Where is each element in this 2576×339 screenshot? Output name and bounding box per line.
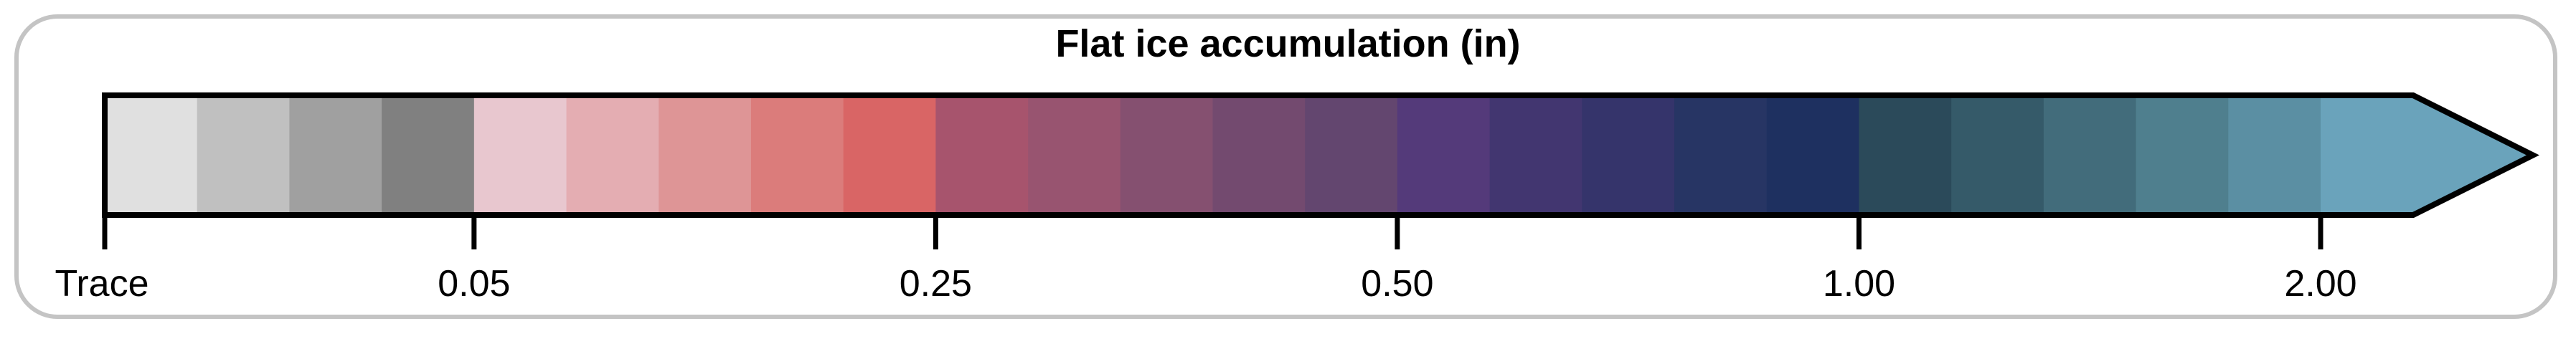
color-swatch <box>289 95 382 215</box>
colorbar-outline <box>102 92 2539 218</box>
color-swatch <box>566 95 659 215</box>
color-swatch <box>1397 95 1491 215</box>
color-swatch <box>1582 95 1675 215</box>
tick-label: Trace <box>55 263 149 305</box>
color-swatch <box>1766 95 1859 215</box>
color-swatch <box>2228 95 2321 215</box>
color-swatch <box>1028 95 1121 215</box>
color-swatch <box>2136 95 2229 215</box>
color-swatch <box>935 95 1029 215</box>
color-swatch <box>659 95 752 215</box>
tick-label: 1.00 <box>1822 263 1896 305</box>
color-swatch <box>473 95 567 215</box>
color-swatch <box>382 95 475 215</box>
color-swatch <box>2321 95 2414 215</box>
tick-label: 0.05 <box>438 263 511 305</box>
color-swatch <box>1305 95 1398 215</box>
tick-label: 2.00 <box>2284 263 2357 305</box>
color-swatch <box>1120 95 1213 215</box>
tick-label: 0.25 <box>899 263 972 305</box>
color-swatch <box>2043 95 2137 215</box>
extend-arrow <box>2413 95 2533 215</box>
color-swatch <box>1489 95 1582 215</box>
color-swatch <box>750 95 844 215</box>
color-swatch <box>843 95 936 215</box>
color-swatch <box>1674 95 1768 215</box>
color-swatch <box>105 95 198 215</box>
color-swatch <box>1951 95 2044 215</box>
color-swatch <box>197 95 290 215</box>
legend-title: Flat ice accumulation (in) <box>1055 22 1521 65</box>
tick-label: 0.50 <box>1361 263 1434 305</box>
color-swatch <box>1212 95 1306 215</box>
color-swatch <box>1859 95 1952 215</box>
